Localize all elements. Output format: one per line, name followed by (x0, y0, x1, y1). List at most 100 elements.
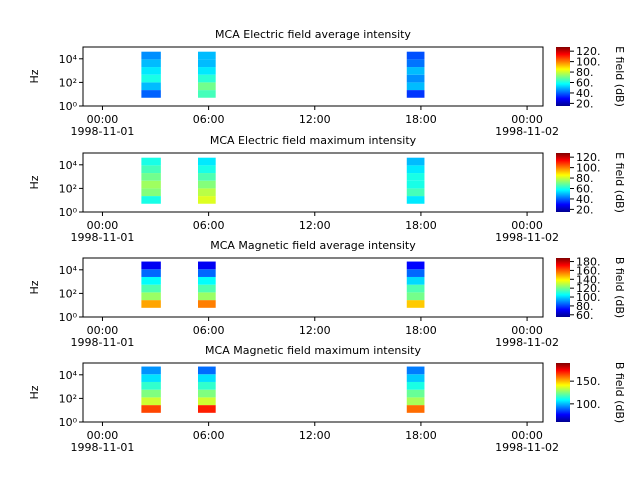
spectrogram-cell (406, 374, 425, 382)
x-tick-label: 12:00 (299, 429, 331, 442)
x-date-label: 1998-11-01 (70, 441, 134, 454)
spectrogram-cell (141, 261, 161, 270)
colorbar-label: E field (dB) (613, 46, 626, 107)
spectrogram-cell (198, 67, 216, 75)
y-axis-label: Hz (28, 175, 41, 189)
y-axis-label: Hz (28, 69, 41, 83)
colorbar-tick-label: 40. (576, 193, 594, 206)
x-tick-label: 06:00 (193, 324, 225, 337)
spectrogram-cell (406, 397, 425, 406)
colorbar-tick-label: 140. (576, 273, 601, 286)
y-tick-label: 10⁰ (59, 416, 78, 429)
spectrogram-cell (406, 261, 425, 270)
spectrogram-cell (198, 196, 216, 204)
spectrogram-cell (141, 67, 161, 75)
spectrogram-cell (406, 381, 425, 390)
x-tick-label: 00:00 (511, 429, 543, 442)
colorbar-tick-label: 60. (576, 77, 594, 90)
y-tick-label: 10² (59, 392, 77, 405)
colorbar-tick-label: 120. (576, 151, 601, 164)
y-tick-label: 10² (59, 182, 77, 195)
colorbar-label: B field (dB) (613, 257, 626, 318)
spectrogram-cell (198, 173, 216, 181)
spectrogram-cell (198, 82, 216, 91)
x-tick-label: 12:00 (299, 219, 331, 232)
x-tick-label: 00:00 (87, 324, 119, 337)
x-tick-label: 06:00 (193, 219, 225, 232)
x-tick-label: 18:00 (405, 429, 437, 442)
spectrogram-cell (141, 82, 161, 91)
spectrogram-cell (198, 74, 216, 83)
y-tick-label: 10⁴ (59, 264, 78, 277)
colorbar-tick-label: 180. (576, 256, 601, 269)
spectrogram-cell (141, 292, 161, 301)
y-tick-label: 10⁴ (59, 369, 78, 382)
y-tick-label: 10⁴ (59, 53, 78, 66)
spectrogram-cell (198, 59, 216, 68)
y-tick-label: 10⁰ (59, 100, 78, 113)
spectrogram-cell (198, 374, 216, 382)
x-date-label: 1998-11-01 (70, 336, 134, 349)
x-tick-label: 18:00 (405, 219, 437, 232)
colorbar-tick-label: 120. (576, 282, 601, 295)
spectrogram-cell (406, 405, 425, 413)
spectrogram-cell (141, 269, 161, 277)
colorbar (556, 258, 570, 317)
spectrogram-cell (141, 74, 161, 83)
x-tick-label: 18:00 (405, 324, 437, 337)
x-tick-label: 00:00 (511, 219, 543, 232)
panel-title: MCA Electric field average intensity (215, 28, 411, 41)
spectrogram-cell (406, 188, 425, 197)
spectrogram-cell (406, 51, 425, 60)
y-tick-label: 10⁴ (59, 159, 78, 172)
spectrogram-cell (141, 405, 161, 413)
axes-frame (82, 46, 544, 107)
colorbar (556, 153, 570, 212)
spectrogram-cell (141, 389, 161, 398)
spectrogram-cell (141, 188, 161, 197)
spectrogram-cell (141, 374, 161, 382)
x-date-label: 1998-11-01 (70, 231, 134, 244)
colorbar-tick-label: 80. (576, 66, 594, 79)
colorbar-tick-label: 60. (576, 309, 594, 322)
spectrogram-cell (406, 276, 425, 285)
colorbar-tick-label: 20. (576, 97, 594, 110)
spectrogram-cell (198, 284, 216, 293)
colorbar-tick-label: 160. (576, 264, 601, 277)
axes-frame (82, 257, 544, 318)
spectrogram-cell (141, 196, 161, 204)
spectrogram-cell (406, 196, 425, 204)
spectrogram-cell (198, 366, 216, 375)
spectrogram-cell (141, 180, 161, 189)
x-tick-label: 06:00 (193, 429, 225, 442)
spectrogram-cell (141, 90, 161, 98)
spectrogram-cell (406, 389, 425, 398)
colorbar-tick-label: 100. (576, 162, 601, 175)
spectrogram-cell (198, 180, 216, 189)
spectrogram-cell (198, 90, 216, 98)
spectrogram-cell (406, 59, 425, 68)
spectrogram-cell (198, 292, 216, 301)
y-axis-label: Hz (28, 280, 41, 294)
spectrogram-cell (141, 284, 161, 293)
colorbar-tick-label: 80. (576, 300, 594, 313)
x-tick-label: 12:00 (299, 113, 331, 126)
spectrogram-cell (406, 67, 425, 75)
spectrogram-cell (141, 366, 161, 375)
x-tick-label: 06:00 (193, 113, 225, 126)
x-date-label: 1998-11-02 (495, 125, 559, 138)
colorbar-tick-label: 100. (576, 398, 601, 411)
spectrogram-cell (141, 397, 161, 406)
spectrogram-cell (141, 51, 161, 60)
spectrogram-cell (406, 165, 425, 174)
colorbar-tick-label: 60. (576, 183, 594, 196)
y-tick-label: 10⁰ (59, 311, 78, 324)
spectrogram-cell (198, 51, 216, 60)
spectrogram-cell (406, 284, 425, 293)
spectrogram-cell (198, 165, 216, 174)
x-tick-label: 00:00 (87, 429, 119, 442)
spectrogram-cell (198, 269, 216, 277)
spectrogram-cell (406, 300, 425, 308)
y-axis-label: Hz (28, 385, 41, 399)
